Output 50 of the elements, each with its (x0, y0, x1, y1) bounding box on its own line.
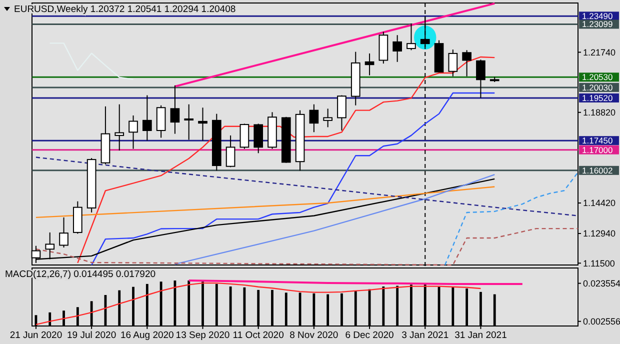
line-series (49, 42, 134, 80)
candlestick (406, 22, 416, 51)
candlestick (184, 104, 194, 140)
candlestick (156, 104, 166, 138)
line-series (35, 156, 579, 216)
line-series (174, 174, 496, 265)
x-tick-label: 31 Jan 2021 (454, 330, 507, 341)
x-tick-label: 3 Jan 2021 (402, 330, 449, 341)
candlestick (240, 123, 250, 150)
ref-line-label: 1.19520 (582, 92, 613, 103)
candlestick (59, 216, 68, 248)
candlestick (323, 108, 332, 128)
ref-line-label: 1.17000 (582, 144, 613, 155)
x-tick-label: 8 Nov 2020 (290, 330, 338, 341)
ref-line-label: 1.17450 (582, 136, 613, 146)
y-tick-label: 1.11500 (583, 258, 615, 268)
line-series (35, 186, 496, 218)
y-tick-label: 1.18820 (583, 108, 616, 118)
ref-line-label: 1.16002 (582, 165, 613, 176)
candlestick (364, 52, 374, 76)
y-tick-label: 0.023554 (583, 278, 620, 288)
ref-line-label: 1.20530 (582, 72, 613, 82)
x-tick-label: 6 Dec 2020 (345, 330, 394, 341)
x-tick-label: 19 Jul 2020 (67, 330, 116, 341)
candlestick (226, 134, 236, 168)
y-tick-label: 1.21740 (583, 47, 616, 58)
x-tick-label: 21 Jun 2020 (10, 330, 62, 341)
ref-line-label: 1.23099 (582, 19, 613, 30)
y-tick-label: 1.14420 (583, 198, 616, 208)
ref-line-label: 1.20030 (582, 82, 613, 92)
candlestick (170, 84, 180, 134)
candlestick (392, 34, 402, 62)
candlestick (462, 50, 472, 77)
candlestick (337, 94, 346, 131)
ref-line-label: 1.23490 (582, 11, 613, 22)
line-series (35, 282, 482, 326)
y-tick-label: 0.002556 (583, 316, 620, 327)
x-tick-label: 11 Oct 2020 (232, 330, 284, 341)
candlestick (309, 104, 319, 133)
x-tick-label: 13 Sep 2020 (176, 330, 230, 341)
candlestick (476, 59, 486, 98)
line-series (90, 92, 496, 266)
y-tick-label: 1.12940 (583, 228, 616, 239)
candlestick (128, 114, 138, 150)
candlestick (448, 49, 458, 77)
candlestick (114, 104, 124, 151)
candlestick (142, 94, 152, 142)
candlestick (198, 107, 208, 142)
x-tick-label: 16 Aug 2020 (120, 330, 174, 341)
candlestick (254, 123, 264, 154)
